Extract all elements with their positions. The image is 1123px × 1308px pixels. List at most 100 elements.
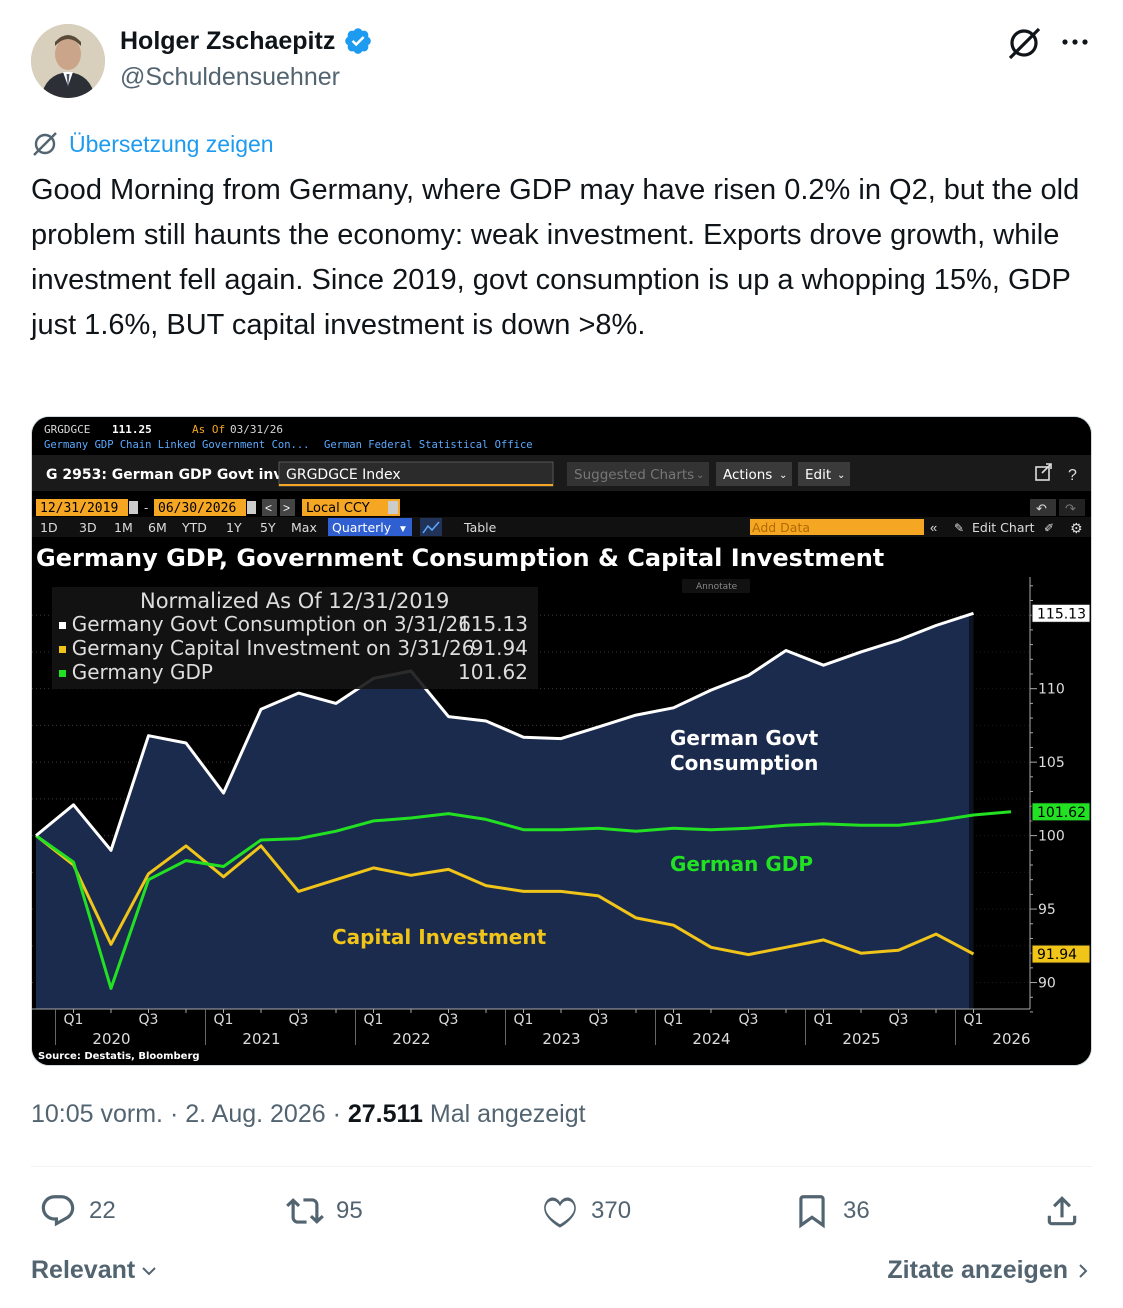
x-tick-label: Q3: [139, 1012, 159, 1028]
settings-gear-icon[interactable]: ⚙: [1070, 520, 1083, 536]
chevron-left-icon: <: [265, 501, 272, 515]
calendar-icon[interactable]: [247, 501, 256, 514]
start-date-field[interactable]: [36, 499, 128, 516]
y-tick-label: 105: [1038, 755, 1065, 771]
y-tick-label: 90: [1038, 976, 1056, 992]
bloomberg-chart: GRGDGCE 111.25 As Of 03/31/26 Germany GD…: [32, 417, 1091, 1065]
range-button-1m[interactable]: 1M: [114, 520, 133, 535]
x-year-label: 2024: [692, 1030, 730, 1048]
dropdown-icon[interactable]: [388, 501, 398, 514]
view-quotes-link[interactable]: Zitate anzeigen: [887, 1256, 1092, 1285]
prev-period-button[interactable]: [262, 499, 277, 516]
govt-consumption-area: [36, 613, 974, 1009]
start-date-text[interactable]: 12/31/2019: [40, 501, 118, 516]
annotate-label[interactable]: Annotate: [696, 582, 738, 592]
period-text[interactable]: Quarterly: [332, 520, 392, 535]
edit-chart-button[interactable]: Edit Chart: [972, 520, 1035, 535]
collapse-icon[interactable]: «: [930, 520, 937, 535]
author-handle[interactable]: @Schuldensuehner: [120, 63, 340, 91]
chart-image[interactable]: GRGDGCE 111.25 As Of 03/31/26 Germany GD…: [31, 416, 1092, 1066]
y-tick-label: 110: [1038, 682, 1065, 698]
currency-text[interactable]: Local CCY: [306, 501, 370, 516]
grok-icon[interactable]: [1005, 24, 1043, 62]
annotate-button[interactable]: Annotate: [682, 579, 750, 593]
add-data-placeholder[interactable]: Add Data: [752, 520, 810, 535]
index-field-text[interactable]: GRGDGCE Index: [286, 467, 401, 483]
range-button-max[interactable]: Max: [291, 520, 317, 535]
suggested-charts-button[interactable]: [567, 462, 709, 486]
suggested-charts-label[interactable]: Suggested Charts: [574, 467, 694, 483]
chart-type-button[interactable]: [420, 518, 442, 536]
chevron-down-icon: ⌄: [779, 470, 787, 481]
quotes-label[interactable]: Zitate anzeigen: [887, 1256, 1068, 1284]
bookmark-button[interactable]: 36: [793, 1186, 870, 1236]
translate-link[interactable]: Übersetzung zeigen: [31, 130, 274, 158]
range-button-ytd[interactable]: YTD: [181, 520, 207, 535]
repost-button[interactable]: 95: [286, 1186, 363, 1236]
export-icon[interactable]: [1035, 463, 1052, 481]
end-value-label: [1031, 802, 1091, 822]
chevron-down-icon: ⌄: [837, 470, 845, 481]
legend-value: 115.13: [458, 612, 528, 636]
edit-button[interactable]: [798, 462, 850, 486]
legend-label: Germany Govt Consumption on 3/31/26: [59, 612, 471, 636]
currency-select[interactable]: [302, 499, 400, 516]
help-icon[interactable]: ?: [1068, 467, 1077, 484]
end-value-text: 91.94: [1037, 947, 1077, 963]
next-period-button[interactable]: [280, 499, 295, 516]
x-tick-label: Q1: [214, 1012, 234, 1028]
verified-badge-icon: [345, 28, 372, 54]
tweet-meta: 10:05 vorm. · 2. Aug. 2026 · 27.511 Mal …: [31, 1100, 586, 1129]
series-line-germany-capital-investment: [35, 834, 975, 957]
sort-label[interactable]: Relevant: [31, 1256, 136, 1284]
view-count: 27.511: [347, 1100, 423, 1128]
range-button-1y[interactable]: 1Y: [226, 520, 242, 535]
chevron-right-icon: [1079, 1263, 1088, 1278]
as-of-date: 03/31/26: [230, 423, 283, 436]
range-button-6m[interactable]: 6M: [148, 520, 167, 535]
reply-button[interactable]: 22: [39, 1186, 116, 1236]
x-tick-label: Q1: [814, 1012, 834, 1028]
ticker: GRGDGCE: [44, 423, 90, 436]
avatar[interactable]: [31, 24, 105, 98]
like-button[interactable]: 370: [541, 1186, 631, 1236]
legend-label: Germany Capital Investment on 3/31/26: [59, 636, 475, 660]
range-button-5y[interactable]: 5Y: [260, 520, 276, 535]
share-icon: [1047, 1196, 1077, 1226]
x-tick-label: Q1: [364, 1012, 384, 1028]
undo-button[interactable]: [1030, 499, 1056, 516]
range-button-1d[interactable]: 1D: [40, 520, 58, 535]
govt-annotation-line1: German Govt: [670, 726, 819, 750]
author-name[interactable]: Holger Zschaepitz: [120, 26, 373, 56]
legend-swatch: [59, 646, 66, 653]
y-tick-label: 95: [1038, 902, 1056, 918]
actions-label[interactable]: Actions: [723, 467, 772, 483]
end-date-text[interactable]: 06/30/2026: [158, 501, 236, 516]
legend-swatch: [59, 622, 66, 629]
divider: [31, 1166, 1092, 1167]
calendar-icon[interactable]: [129, 501, 138, 514]
redo-button[interactable]: [1059, 499, 1085, 516]
x-tick-label: Q3: [439, 1012, 459, 1028]
period-select[interactable]: [328, 518, 412, 536]
gdp-annotation: German GDP: [670, 852, 813, 876]
timestamp[interactable]: 10:05 vorm. · 2. Aug. 2026 ·: [31, 1100, 348, 1128]
x-tick-label: Q3: [589, 1012, 609, 1028]
more-options-icon[interactable]: [1058, 30, 1092, 54]
actions-button[interactable]: [716, 462, 792, 486]
end-value-text: 101.62: [1037, 805, 1086, 821]
series-subtitle: Germany GDP Chain Linked Government Con.…: [44, 439, 310, 451]
table-tab[interactable]: Table: [463, 520, 497, 535]
annotate-icon[interactable]: ✐: [1044, 521, 1054, 535]
repost-icon: [286, 1198, 324, 1224]
sort-dropdown[interactable]: Relevant: [31, 1256, 159, 1285]
x-year-label: 2020: [92, 1030, 130, 1048]
end-date-field[interactable]: [154, 499, 246, 516]
add-data-field[interactable]: [750, 519, 924, 535]
index-field[interactable]: [278, 461, 554, 487]
translate-label[interactable]: Übersetzung zeigen: [69, 130, 274, 157]
edit-label[interactable]: Edit: [805, 467, 831, 483]
share-button[interactable]: [1043, 1186, 1081, 1236]
range-button-3d[interactable]: 3D: [79, 520, 97, 535]
author-name-text[interactable]: Holger Zschaepitz: [120, 26, 336, 55]
